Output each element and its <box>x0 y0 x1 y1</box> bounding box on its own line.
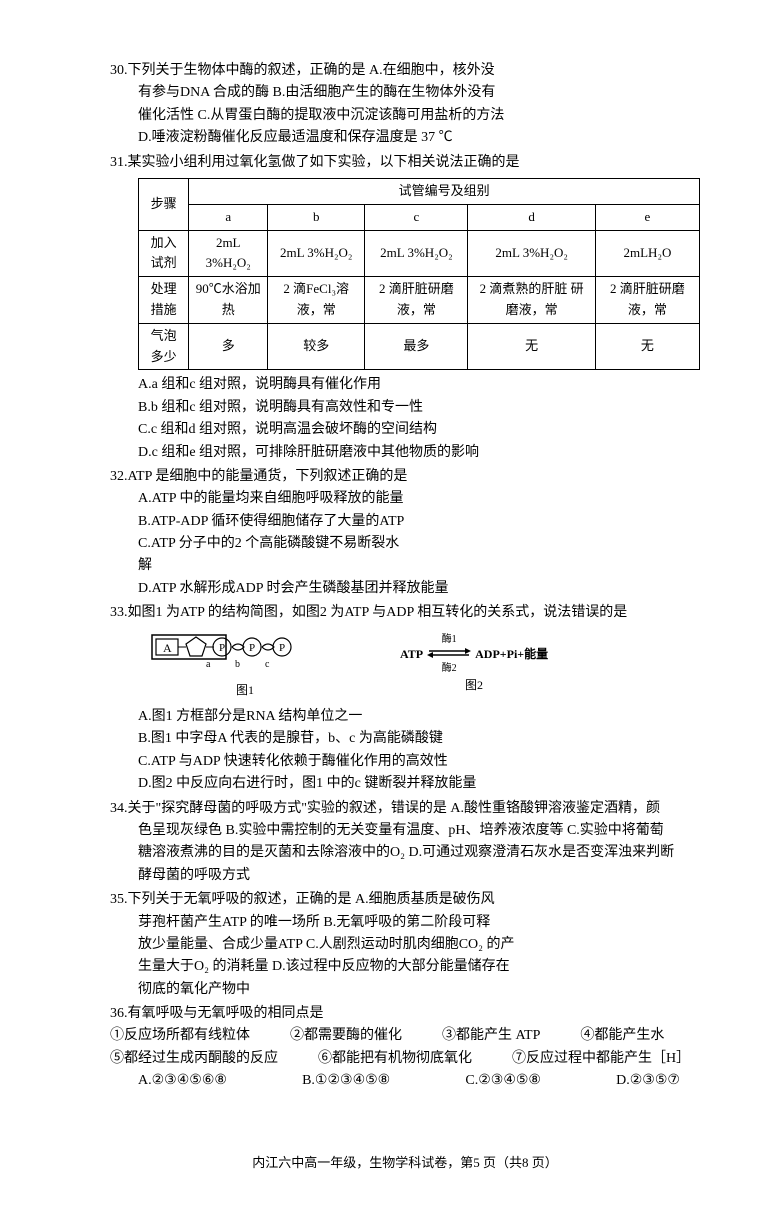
question-32: 32.ATP 是细胞中的能量通货，下列叙述正确的是 A.ATP 中的能量均来自细… <box>110 466 700 600</box>
q34-line4: 酵母菌的呼吸方式 <box>110 865 700 887</box>
q33-optC: C.ATP 与ADP 快速转化依赖于酶催化作用的高效性 <box>138 751 700 773</box>
fig1-P3-label: P <box>279 642 285 654</box>
q36-optD: D.②③⑤⑦ <box>616 1070 680 1092</box>
q36-c4: ④都能产生水 <box>580 1025 664 1047</box>
q36-c2: ②都需要酶的催化 <box>290 1025 402 1047</box>
atp-structure-icon: A a P b P c P <box>150 631 340 673</box>
reagent-a: 2mL 3%H₂O₂ <box>189 230 268 277</box>
fig1-a-label: a <box>206 659 211 670</box>
reagent-d: 2mL 3%H₂O₂ <box>468 230 595 277</box>
question-33: 33.如图1 为ATP 的结构简图，如图2 为ATP 与ADP 相互转化的关系式… <box>110 602 700 795</box>
question-36: 36.有氧呼吸与无氧呼吸的相同点是 ①反应场所都有线粒体 ②都需要酶的催化 ③都… <box>110 1003 700 1093</box>
q34-line3: 糖溶液煮沸的目的是灭菌和去除溶液中的O₂ D.可通过观察澄清石灰水是否变浑浊来判… <box>110 842 700 864</box>
q32-options: A.ATP 中的能量均来自细胞呼吸释放的能量 B.ATP-ADP 循环使得细胞储… <box>110 488 700 600</box>
q32-stem: 32.ATP 是细胞中的能量通货，下列叙述正确的是 <box>110 466 700 488</box>
bubble-c: 最多 <box>365 323 468 370</box>
fig2-caption: 图2 <box>400 676 548 695</box>
col-b: b <box>268 204 365 230</box>
fig1-A-label: A <box>163 641 172 655</box>
col-e: e <box>595 204 699 230</box>
q30-line1: 30.下列关于生物体中酶的叙述，正确的是 A.在细胞中，核外没 <box>110 60 700 82</box>
col-d: d <box>468 204 595 230</box>
fig1-P1-label: P <box>219 642 225 654</box>
treatment-a: 90℃水浴加热 <box>189 277 268 324</box>
row-bubble-header: 气泡多少 <box>139 323 189 370</box>
q31-stem: 31.某实验小组利用过氧化氢做了如下实验，以下相关说法正确的是 <box>110 152 700 174</box>
q34-line2: 色呈现灰绿色 B.实验中需控制的无关变量有温度、pH、培养液浓度等 C.实验中将… <box>110 820 700 842</box>
q36-c7: ⑦反应过程中都能产生［H］ <box>512 1048 690 1070</box>
q33-figures: A a P b P c P 图1 ATP 酶1 <box>150 631 700 700</box>
q33-options: A.图1 方框部分是RNA 结构单位之一 B.图1 中字母A 代表的是腺苷，b、… <box>110 706 700 796</box>
treatment-e: 2 滴肝脏研磨 液，常 <box>595 277 699 324</box>
q33-stem: 33.如图1 为ATP 的结构简图，如图2 为ATP 与ADP 相互转化的关系式… <box>110 602 700 624</box>
q33-optB: B.图1 中字母A 代表的是腺苷，b、c 为高能磷酸键 <box>138 728 700 750</box>
q32-optA: A.ATP 中的能量均来自细胞呼吸释放的能量 <box>138 488 700 510</box>
q31-optA: A.a 组和c 组对照，说明酶具有催化作用 <box>138 374 700 396</box>
q32-optC2: 解 <box>138 555 700 577</box>
q36-choices-line1: ①反应场所都有线粒体 ②都需要酶的催化 ③都能产生 ATP ④都能产生水 <box>110 1025 700 1047</box>
q36-c3: ③都能产生 ATP <box>442 1025 540 1047</box>
row-treatment-header: 处理措施 <box>139 277 189 324</box>
question-31: 31.某实验小组利用过氧化氢做了如下实验，以下相关说法正确的是 步骤 试管编号及… <box>110 152 700 464</box>
figure-1: A a P b P c P 图1 <box>150 631 340 700</box>
bubble-a: 多 <box>189 323 268 370</box>
q35-line2: 芽孢杆菌产生ATP 的唯一场所 B.无氧呼吸的第二阶段可释 <box>110 912 700 934</box>
page-footer: 内江六中高一年级，生物学科试卷，第5 页（共8 页） <box>110 1153 700 1174</box>
q32-optB: B.ATP-ADP 循环使得细胞储存了大量的ATP <box>138 511 700 533</box>
q36-optA: A.②③④⑤⑥⑧ <box>138 1070 227 1092</box>
table-merged-header: 试管编号及组别 <box>189 178 700 204</box>
treatment-d: 2 滴煮熟的肝脏 研磨液，常 <box>468 277 595 324</box>
col-c: c <box>365 204 468 230</box>
fig2-enzyme2: 酶2 <box>427 664 471 674</box>
q35-line3: 放少量能量、合成少量ATP C.人剧烈运动时肌肉细胞CO₂ 的产 <box>110 934 700 956</box>
q36-optB: B.①②③④⑤⑧ <box>302 1070 390 1092</box>
double-arrow-icon <box>427 648 471 658</box>
q31-optB: B.b 组和c 组对照，说明酶具有高效性和专一性 <box>138 397 700 419</box>
q30-line2: 有参与DNA 合成的酶 B.由活细胞产生的酶在生物体外没有 <box>110 82 700 104</box>
q36-choices-line2: ⑤都经过生成丙酮酸的反应 ⑥都能把有机物彻底氧化 ⑦反应过程中都能产生［H］ <box>110 1048 700 1070</box>
q35-line5: 彻底的氧化产物中 <box>110 979 700 1001</box>
question-30: 30.下列关于生物体中酶的叙述，正确的是 A.在细胞中，核外没 有参与DNA 合… <box>110 60 700 150</box>
bubble-d: 无 <box>468 323 595 370</box>
q31-table: 步骤 试管编号及组别 a b c d e 加入试剂 2mL 3%H₂O₂ 2mL… <box>138 178 700 370</box>
q31-options: A.a 组和c 组对照，说明酶具有催化作用 B.b 组和c 组对照，说明酶具有高… <box>110 374 700 464</box>
q36-options: A.②③④⑤⑥⑧ B.①②③④⑤⑧ C.②③④⑤⑧ D.②③⑤⑦ <box>110 1070 700 1092</box>
treatment-b: 2 滴FeCl₃溶 液，常 <box>268 277 365 324</box>
row-reagent-header: 加入试剂 <box>139 230 189 277</box>
q32-optD: D.ATP 水解形成ADP 时会产生磷酸基团并释放能量 <box>138 578 700 600</box>
reagent-e: 2mLH₂O <box>595 230 699 277</box>
q31-optC: C.c 组和d 组对照，说明高温会破坏酶的空间结构 <box>138 419 700 441</box>
q36-stem: 36.有氧呼吸与无氧呼吸的相同点是 <box>110 1003 700 1025</box>
fig2-enzyme1: 酶1 <box>427 635 471 645</box>
fig1-caption: 图1 <box>150 681 340 700</box>
q35-line1: 35.下列关于无氧呼吸的叙述，正确的是 A.细胞质基质是破伤风 <box>110 889 700 911</box>
q35-line4: 生量大于O₂ 的消耗量 D.该过程中反应物的大部分能量储存在 <box>110 956 700 978</box>
col-a: a <box>189 204 268 230</box>
q33-optA: A.图1 方框部分是RNA 结构单位之一 <box>138 706 700 728</box>
q36-c1: ①反应场所都有线粒体 <box>110 1025 250 1047</box>
q36-c5: ⑤都经过生成丙酮酸的反应 <box>110 1048 278 1070</box>
q36-c6: ⑥都能把有机物彻底氧化 <box>318 1048 472 1070</box>
fig1-b-label: b <box>235 659 240 670</box>
reagent-c: 2mL 3%H₂O₂ <box>365 230 468 277</box>
q34-line1: 34.关于"探究酵母菌的呼吸方式"实验的叙述，错误的是 A.酸性重铬酸钾溶液鉴定… <box>110 798 700 820</box>
fig1-P2-label: P <box>249 642 255 654</box>
q31-optD: D.c 组和e 组对照，可排除肝脏研磨液中其他物质的影响 <box>138 442 700 464</box>
treatment-c: 2 滴肝脏研磨 液，常 <box>365 277 468 324</box>
question-35: 35.下列关于无氧呼吸的叙述，正确的是 A.细胞质基质是破伤风 芽孢杆菌产生AT… <box>110 889 700 1001</box>
table-header-step: 步骤 <box>139 178 189 230</box>
figure-2: ATP 酶1 酶2 ADP+Pi+能量 图2 <box>400 635 548 695</box>
reagent-b: 2mL 3%H₂O₂ <box>268 230 365 277</box>
q33-optD: D.图2 中反应向右进行时，图1 中的c 键断裂并释放能量 <box>138 773 700 795</box>
bubble-e: 无 <box>595 323 699 370</box>
q36-optC: C.②③④⑤⑧ <box>465 1070 541 1092</box>
fig2-right: ADP+Pi+能量 <box>475 645 548 664</box>
fig2-left: ATP <box>400 645 423 664</box>
q30-line4: D.唾液淀粉酶催化反应最适温度和保存温度是 37 ℃ <box>110 127 700 149</box>
q30-line3: 催化活性 C.从胃蛋白酶的提取液中沉淀该酶可用盐析的方法 <box>110 105 700 127</box>
bubble-b: 较多 <box>268 323 365 370</box>
fig1-c-label: c <box>265 659 270 670</box>
q32-optC: C.ATP 分子中的2 个高能磷酸键不易断裂水 <box>138 533 700 555</box>
question-34: 34.关于"探究酵母菌的呼吸方式"实验的叙述，错误的是 A.酸性重铬酸钾溶液鉴定… <box>110 798 700 888</box>
